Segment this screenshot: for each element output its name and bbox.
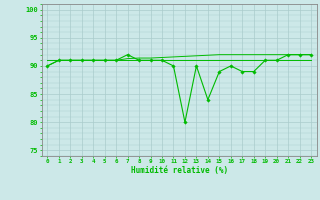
X-axis label: Humidité relative (%): Humidité relative (%) <box>131 166 228 175</box>
